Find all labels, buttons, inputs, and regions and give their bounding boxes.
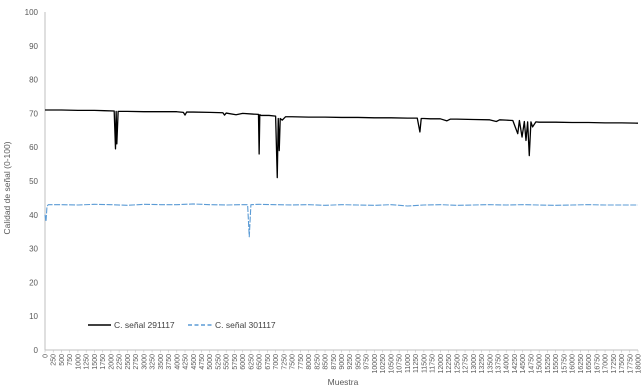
y-tick-label: 20: [29, 278, 38, 287]
x-tick-label: 6500: [257, 354, 264, 370]
x-tick-label: 4750: [199, 354, 206, 370]
x-tick-label: 7500: [290, 354, 297, 370]
x-tick-label: 15500: [553, 354, 560, 374]
x-tick-label: 10750: [397, 354, 404, 374]
x-tick-label: 7250: [281, 354, 288, 370]
x-tick-label: 3500: [158, 354, 165, 370]
x-tick-label: 2750: [133, 354, 140, 370]
x-tick-label: 15250: [545, 354, 552, 374]
x-tick-label: 14500: [520, 354, 527, 374]
x-tick-label: 12500: [454, 354, 461, 374]
x-tick-label: 4250: [183, 354, 190, 370]
x-tick-label: 15000: [537, 354, 544, 374]
x-tick-label: 750: [67, 354, 74, 366]
x-tick-label: 3000: [141, 354, 148, 370]
x-tick-label: 6000: [240, 354, 247, 370]
x-tick-label: 13000: [471, 354, 478, 374]
x-tick-label: 2250: [117, 354, 124, 370]
y-tick-label: 80: [29, 76, 38, 85]
x-tick-label: 14250: [512, 354, 519, 374]
x-tick-label: 1000: [75, 354, 82, 370]
x-tick-label: 16500: [586, 354, 593, 374]
x-tick-label: 8000: [306, 354, 313, 370]
x-axis-title: Muestra: [328, 377, 359, 387]
y-tick-label: 100: [25, 8, 39, 17]
x-tick-label: 12250: [446, 354, 453, 374]
x-tick-label: 8750: [331, 354, 338, 370]
x-tick-label: 11750: [430, 354, 437, 373]
y-tick-label: 50: [29, 177, 38, 186]
x-tick-label: 11000: [405, 354, 412, 373]
y-tick-label: 60: [29, 143, 38, 152]
x-tick-label: 4000: [174, 354, 181, 370]
legend-label-series-1: C. señal 291117: [114, 320, 175, 330]
legend-label-series-2: C. señal 301117: [215, 320, 276, 330]
x-tick-label: 10250: [380, 354, 387, 374]
x-tick-label: 6250: [248, 354, 255, 370]
x-tick-label: 8500: [323, 354, 330, 370]
x-tick-label: 17250: [611, 354, 618, 374]
x-tick-label: 10500: [388, 354, 395, 374]
x-tick-label: 15750: [561, 354, 568, 374]
x-tick-label: 11500: [421, 354, 428, 373]
x-tick-label: 9000: [339, 354, 346, 370]
x-tick-label: 12000: [438, 354, 445, 374]
x-tick-label: 5750: [232, 354, 239, 370]
x-tick-label: 9500: [355, 354, 362, 370]
x-tick-label: 14750: [528, 354, 535, 374]
x-tick-label: 1750: [100, 354, 107, 370]
x-tick-label: 5500: [224, 354, 231, 370]
x-tick-label: 13750: [495, 354, 502, 374]
y-tick-label: 70: [29, 109, 38, 118]
x-tick-label: 250: [51, 354, 58, 366]
x-tick-label: 5000: [207, 354, 214, 370]
x-tick-label: 17000: [603, 354, 610, 374]
x-tick-label: 2000: [108, 354, 115, 370]
x-tick-label: 4500: [191, 354, 198, 370]
x-tick-label: 6750: [265, 354, 272, 370]
legend: C. señal 291117 C. señal 301117: [88, 320, 276, 330]
x-tick-label: 0: [43, 354, 50, 358]
y-tick-label: 30: [29, 245, 38, 254]
x-tick-label: 17500: [619, 354, 626, 374]
x-tick-label: 16750: [594, 354, 601, 374]
x-tick-label: 3250: [150, 354, 157, 370]
x-tick-label: 10000: [372, 354, 379, 374]
x-tick-label: 17750: [627, 354, 634, 374]
x-tick-label: 8250: [314, 354, 321, 370]
x-tick-label: 1500: [92, 354, 99, 370]
x-tick-label: 500: [59, 354, 66, 366]
y-tick-label: 40: [29, 211, 38, 220]
x-tick-label: 5250: [215, 354, 222, 370]
y-tick-label: 0: [34, 346, 39, 355]
x-tick-label: 18000: [636, 354, 643, 374]
x-tick-label: 13500: [487, 354, 494, 374]
x-tick-label: 16000: [570, 354, 577, 374]
x-tick-label: 2500: [125, 354, 132, 370]
x-tick-label: 1250: [84, 354, 91, 370]
x-tick-label: 9750: [364, 354, 371, 370]
y-tick-label: 90: [29, 42, 38, 51]
x-tick-label: 7750: [298, 354, 305, 370]
y-tick-label: 10: [29, 312, 38, 321]
x-tick-label: 3750: [166, 354, 173, 370]
x-tick-label: 9250: [347, 354, 354, 370]
series-line-1: [45, 109, 639, 179]
x-tick-label: 7000: [273, 354, 280, 370]
x-tick-label: 13250: [479, 354, 486, 374]
x-tick-label: 16250: [578, 354, 585, 374]
x-tick-label: 11250: [413, 354, 420, 373]
series-line-2: [44, 203, 638, 238]
x-tick-label: 12750: [463, 354, 470, 374]
x-tick-label: 14000: [504, 354, 511, 374]
y-axis-title: Calidad de señal (0-100): [2, 141, 12, 234]
